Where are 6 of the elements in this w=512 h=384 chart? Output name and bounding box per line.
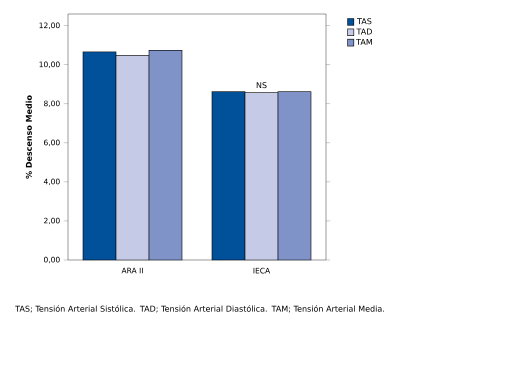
text: TAS; Tensión Arterial Sistólica. TAD; Tensión Arterial Diastólica. TAM; Tensión Arterial Media.	[15, 305, 384, 313]
y-axis-title: % Descenso Medio	[26, 95, 32, 179]
legend-label: TAM	[356, 38, 372, 45]
legend-label: TAS	[357, 18, 372, 24]
legend-label: TAD	[356, 28, 372, 34]
annotation: NS	[256, 82, 267, 88]
